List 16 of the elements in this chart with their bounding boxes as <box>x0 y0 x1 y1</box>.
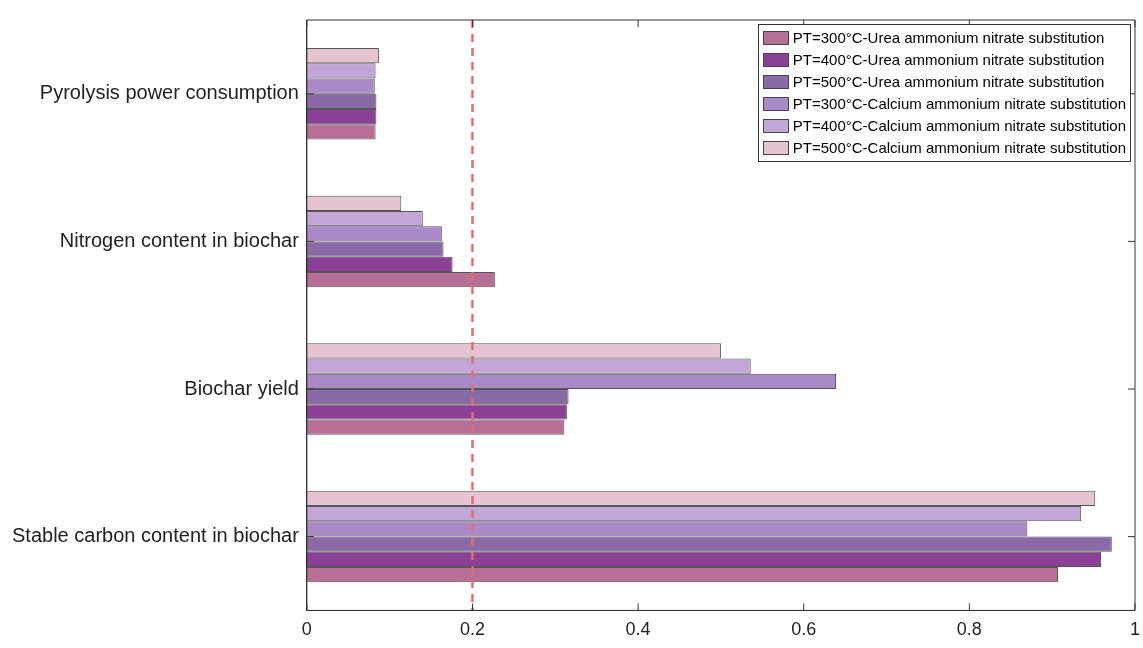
y-tick-label: Biochar yield <box>184 376 299 399</box>
x-tick-label: 0.6 <box>791 619 817 640</box>
x-tick-label: 0 <box>301 619 312 640</box>
x-tick-label: 0.2 <box>459 619 485 640</box>
legend-label: PT=400°C-Urea ammonium nitrate substitution <box>792 50 1105 70</box>
legend-label: PT=500°C-Calcium ammonium nitrate substitution <box>792 138 1126 158</box>
y-tick-label: Stable carbon content in biochar <box>12 524 300 547</box>
legend-label: PT=300°C-Calcium ammonium nitrate substitution <box>792 94 1126 114</box>
y-tick-label: Pyrolysis power consumption <box>39 81 299 104</box>
legend-label: PT=400°C-Calcium ammonium nitrate substitution <box>792 116 1126 136</box>
y-tick-label: Nitrogen content in biochar <box>59 228 300 251</box>
legend-label: PT=500°C-Urea ammonium nitrate substitution <box>792 72 1105 92</box>
x-tick-label: 0.8 <box>956 619 982 640</box>
x-tick-label: 0.4 <box>625 619 651 640</box>
x-tick-label: 1 <box>1129 619 1140 640</box>
legend-label: PT=300°C-Urea ammonium nitrate substitution <box>792 28 1105 48</box>
